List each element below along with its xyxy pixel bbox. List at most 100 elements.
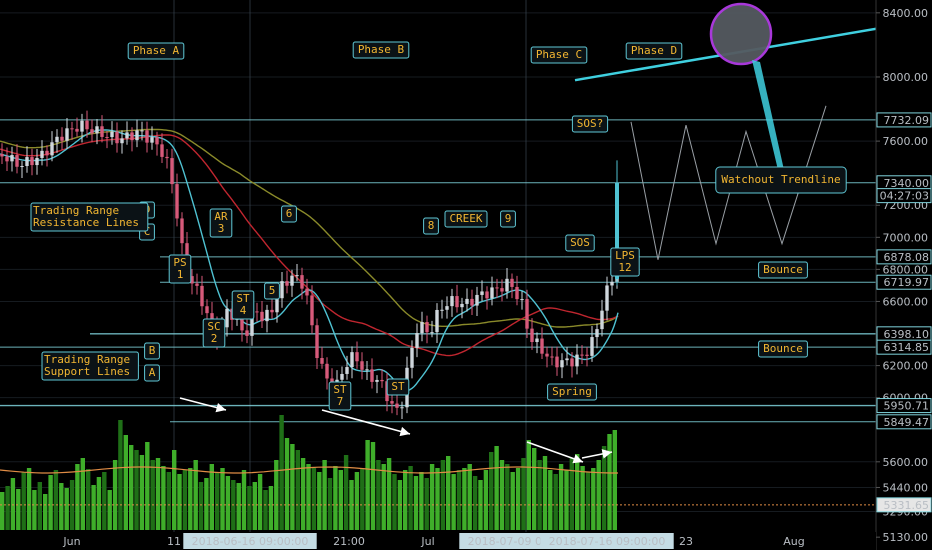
y-tick-label: 7600.00 [883, 135, 929, 148]
volume-bar [166, 472, 171, 530]
candle-body [570, 358, 574, 367]
y-tick-label: 5130.00 [883, 531, 929, 544]
candle-body [15, 155, 19, 167]
volume-bar [489, 452, 494, 530]
label-text: A [149, 366, 156, 379]
volume-bar [236, 483, 241, 530]
volume-arrow [581, 449, 613, 459]
volume-bar [134, 450, 139, 530]
candle-body [125, 132, 129, 139]
volume-bar [188, 468, 193, 530]
volume-bar [494, 446, 499, 530]
volume-bar [575, 454, 580, 530]
candle-body [320, 358, 324, 364]
candle-body [85, 120, 89, 130]
time-label: 2018-07-16 09:00:00 [549, 535, 666, 548]
label-text: SC [207, 320, 220, 333]
candle-body [615, 182, 619, 280]
candle-body [165, 156, 169, 159]
price-label: 04:27:03 [880, 190, 929, 203]
wyckoff-label: Spring [547, 383, 597, 401]
candle-body [130, 132, 134, 141]
candle-body [445, 306, 449, 310]
label-box [41, 351, 139, 381]
volume-bar [112, 460, 118, 530]
candle-body [470, 298, 474, 306]
volume-bar [376, 460, 381, 530]
candle-body [450, 296, 454, 307]
volume-bar [5, 486, 10, 530]
volume-bar [155, 458, 161, 530]
projection-line [630, 105, 827, 260]
volume-bar [220, 468, 225, 530]
label-box [565, 234, 595, 252]
volume-bar [413, 476, 419, 530]
candle-body [45, 150, 49, 156]
volume-bar [215, 472, 220, 530]
volume-bar [75, 464, 80, 530]
volume-bar [537, 460, 542, 530]
candle-body [415, 333, 419, 348]
label-text: Phase A [133, 44, 180, 57]
volume-bar [268, 486, 274, 530]
projection-path [630, 105, 827, 260]
label-box [444, 210, 488, 228]
candle-body [460, 303, 464, 308]
candle-body [550, 356, 554, 358]
candle-body [240, 318, 244, 331]
candle-body [40, 150, 44, 158]
candle-body [485, 291, 489, 299]
volume-bar [295, 450, 300, 530]
candle-body [500, 288, 504, 292]
candle-body [560, 360, 564, 368]
wyckoff-label: Phase D [625, 42, 683, 60]
candle-body [225, 308, 229, 328]
volume-bar [161, 466, 166, 530]
time-axis[interactable]: Jun 11 2018-06-16 09:00:00 21:00 Jul 2018-07-… [0, 532, 876, 550]
volume-bar [0, 492, 5, 530]
candle-body [305, 288, 309, 296]
candle-body [605, 285, 609, 311]
wyckoff-label: CREEK [444, 210, 488, 228]
candle-body [455, 296, 459, 308]
wyckoff-label: B [144, 342, 160, 360]
candle-body [520, 299, 524, 301]
volume-bar [284, 438, 290, 530]
volume-bar [338, 470, 343, 530]
candle-body [30, 157, 34, 166]
label-box [264, 282, 280, 300]
candle-body [55, 136, 59, 143]
price-axis[interactable]: 8400.008000.007600.007200.007000.006800.… [875, 0, 932, 550]
candle-body [110, 131, 114, 138]
time-label: Jun [62, 535, 80, 548]
candle-body [495, 287, 499, 289]
candle-body [545, 353, 549, 357]
time-label: 2018-06-16 09:00:00 [192, 535, 309, 548]
price-label: 6878.08 [884, 251, 930, 264]
label-text: 4 [240, 304, 247, 317]
label-text: Trading Range [33, 204, 119, 217]
volume-bar [585, 472, 591, 530]
candle-body [365, 369, 369, 371]
candle-body [315, 325, 319, 359]
label-text: 9 [505, 212, 512, 225]
candle-body [420, 322, 424, 334]
candle-body [430, 332, 434, 334]
callout-pointer [752, 60, 784, 170]
candle-body [295, 275, 299, 277]
wyckoff-label: 8 [423, 217, 439, 235]
price-label: 6314.85 [884, 341, 930, 354]
volume-bar [263, 490, 268, 530]
volume-bar [209, 464, 214, 530]
time-label: 23 [679, 535, 693, 548]
volume-bar [64, 488, 69, 530]
volume-bar [118, 420, 123, 530]
candle-body [395, 403, 399, 408]
volume-bar [198, 482, 204, 530]
volume-bar [381, 464, 386, 530]
candle-body [535, 338, 539, 343]
candle-body [265, 309, 269, 322]
volume-bar [91, 485, 96, 530]
